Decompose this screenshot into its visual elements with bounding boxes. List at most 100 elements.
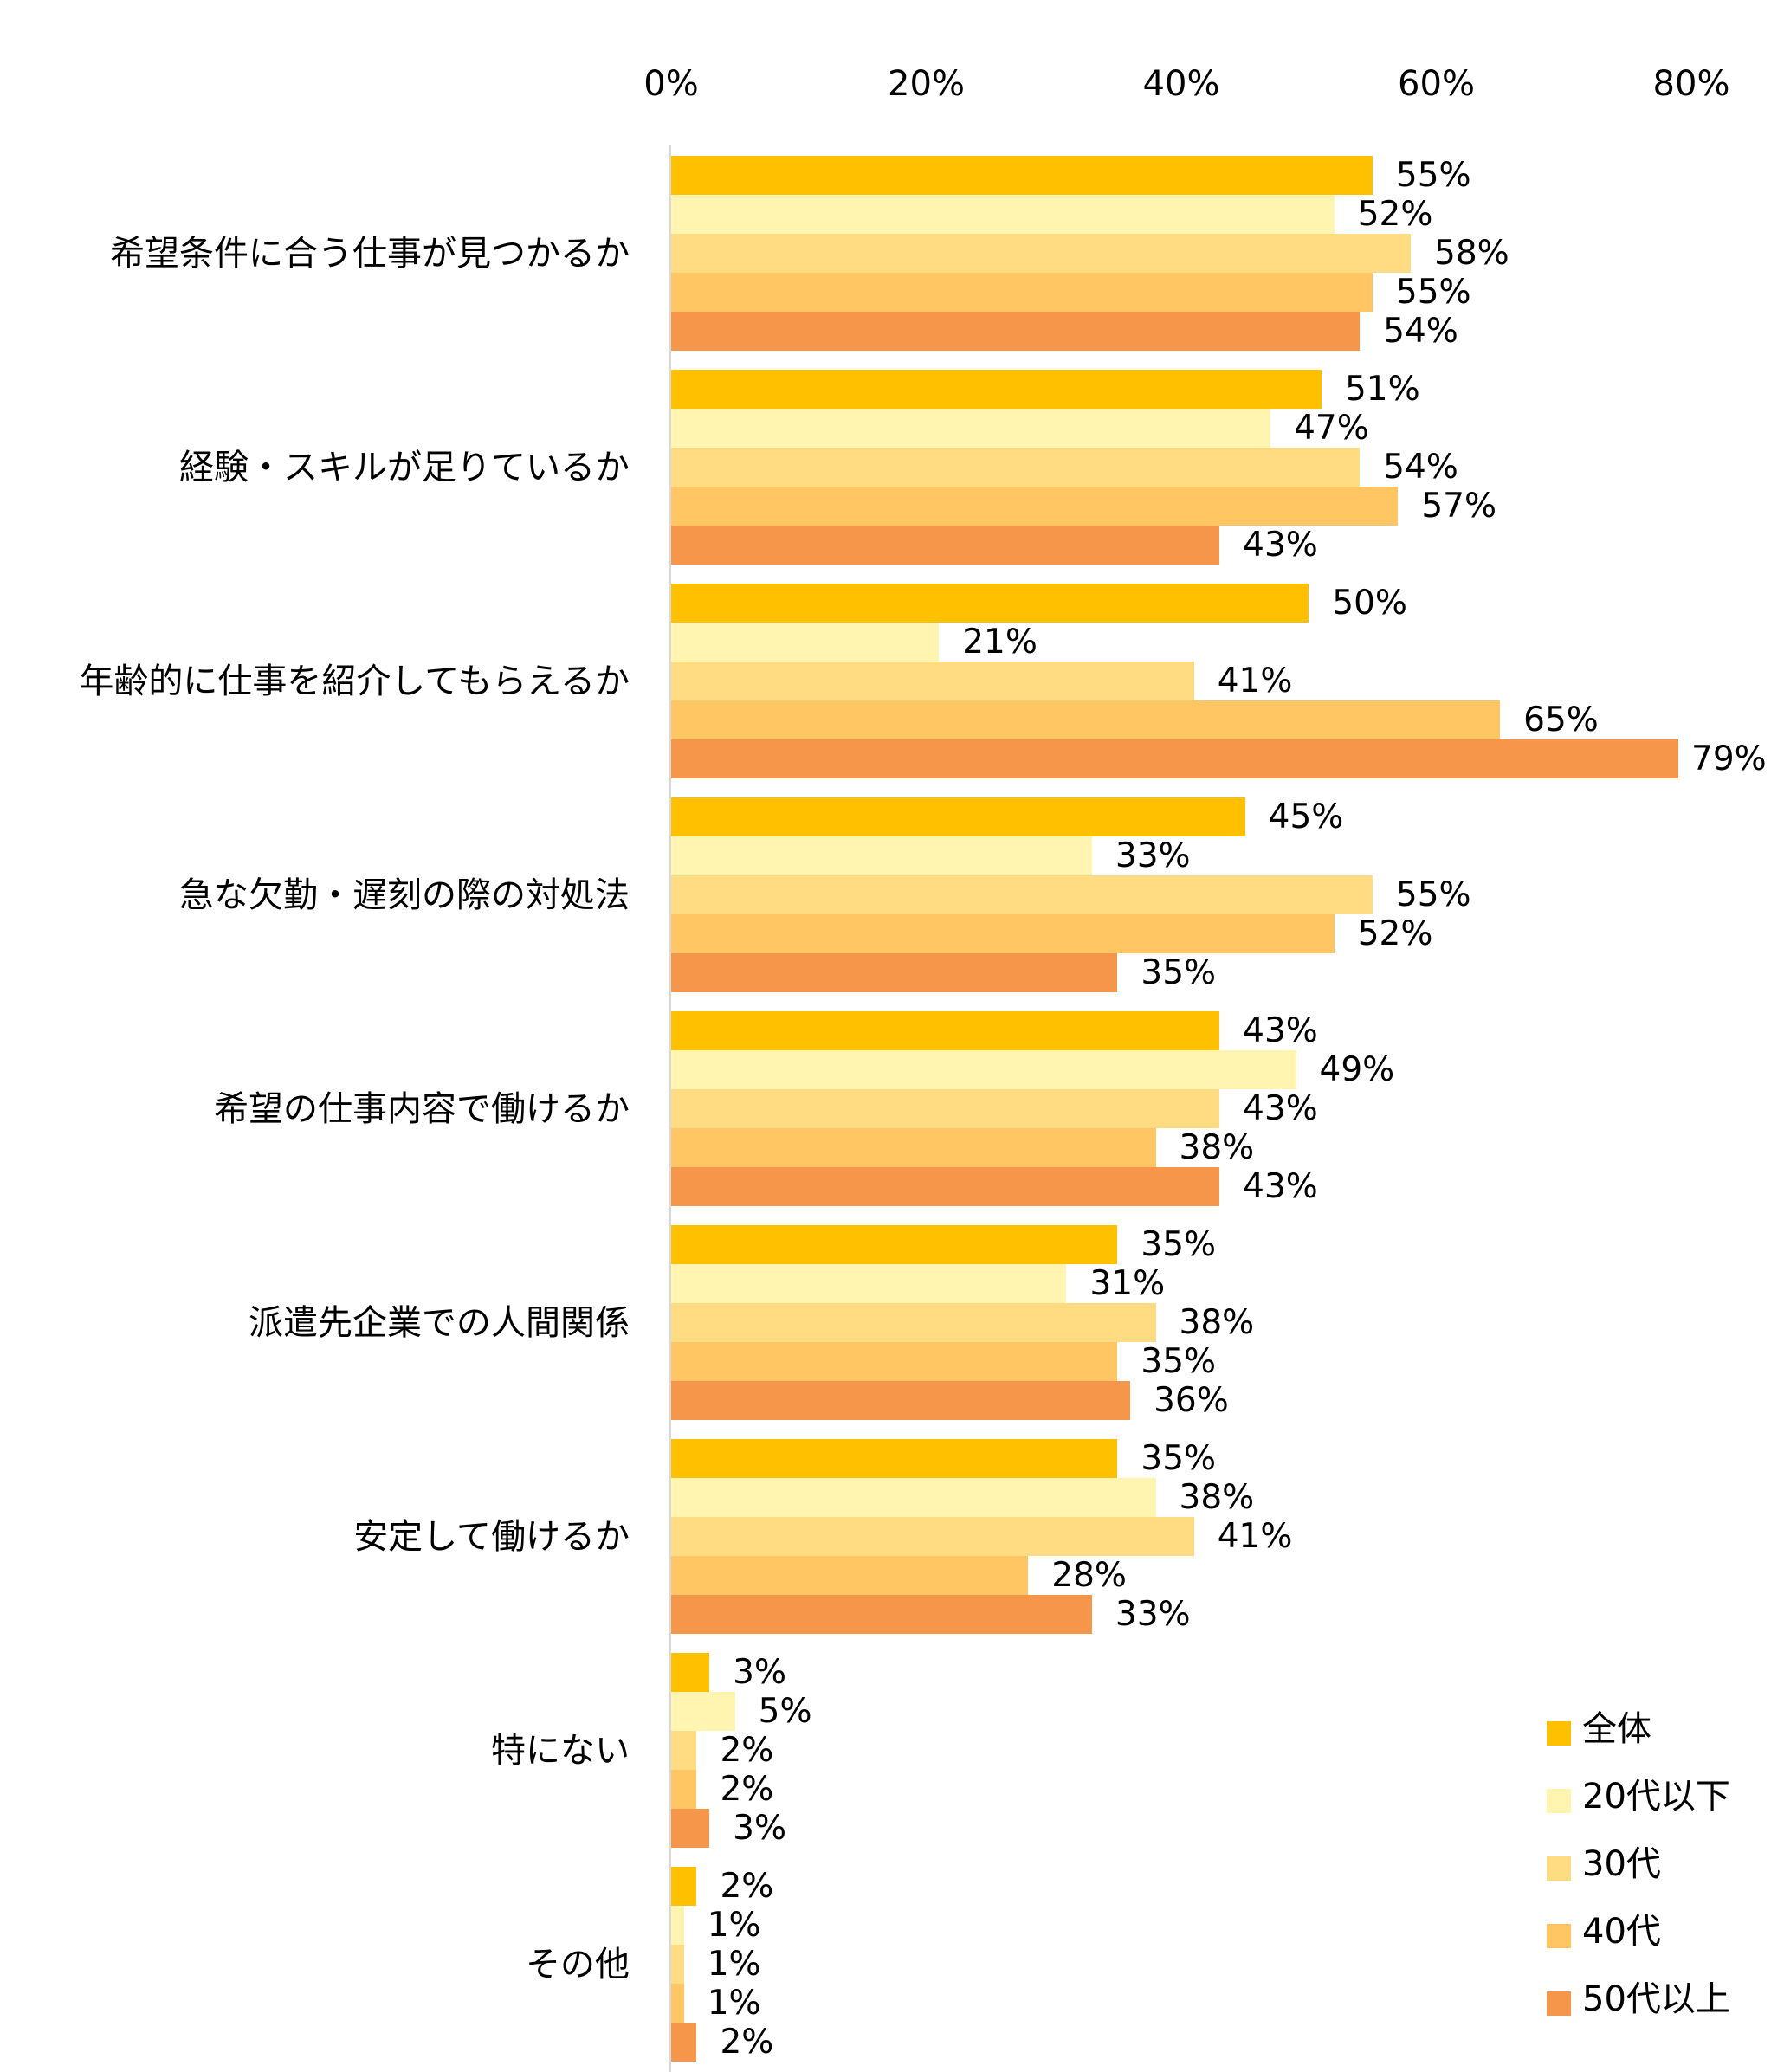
category-label: 年齢的に仕事を紹介してもらえるか xyxy=(79,661,630,701)
value-label: 1% xyxy=(707,1905,761,1945)
value-label: 2% xyxy=(720,1730,774,1770)
bar xyxy=(671,797,1245,836)
bar xyxy=(671,739,1679,778)
value-label: 43% xyxy=(1243,1088,1318,1128)
bar xyxy=(671,1809,710,1848)
bar xyxy=(671,1128,1156,1167)
value-label: 43% xyxy=(1243,1010,1318,1050)
bar xyxy=(671,1984,684,2023)
bar xyxy=(671,1225,1118,1264)
category-axis-line xyxy=(669,145,671,2072)
bar xyxy=(671,156,1373,195)
bar xyxy=(671,1653,710,1692)
value-label: 57% xyxy=(1421,486,1496,526)
bar xyxy=(671,1167,1220,1206)
x-tick-label: 80% xyxy=(1652,64,1730,104)
bar xyxy=(671,1050,1296,1089)
value-label: 58% xyxy=(1434,233,1509,273)
legend-label: 全体 xyxy=(1582,1709,1651,1749)
bar xyxy=(671,526,1220,565)
legend-label: 50代以上 xyxy=(1582,1979,1730,2019)
value-label: 35% xyxy=(1141,952,1217,992)
legend-label: 30代 xyxy=(1582,1844,1661,1884)
value-label: 28% xyxy=(1051,1555,1127,1595)
bar xyxy=(671,409,1271,448)
bar xyxy=(671,875,1373,914)
value-label: 21% xyxy=(962,622,1037,662)
legend-item-40s: 40代 xyxy=(1547,1912,1737,1952)
legend-label: 20代以下 xyxy=(1582,1777,1730,1817)
value-label: 52% xyxy=(1357,913,1433,953)
bar xyxy=(671,487,1399,526)
bar xyxy=(671,1478,1156,1517)
value-label: 55% xyxy=(1395,875,1471,914)
bar xyxy=(671,312,1361,351)
legend-item-20s-and-under: 20代以下 xyxy=(1547,1777,1737,1817)
value-label: 41% xyxy=(1217,661,1293,700)
value-label: 35% xyxy=(1141,1341,1217,1381)
bar xyxy=(671,1945,684,1984)
legend-item-50s-and-over: 50代以上 xyxy=(1547,1979,1737,2019)
bar xyxy=(671,914,1335,953)
value-label: 2% xyxy=(720,1866,774,1906)
value-label: 35% xyxy=(1141,1438,1217,1478)
x-tick-label: 0% xyxy=(643,64,699,104)
category-label: 希望の仕事内容で働けるか xyxy=(214,1088,630,1129)
legend-swatch-icon xyxy=(1547,1924,1571,1948)
value-label: 55% xyxy=(1395,155,1471,195)
value-label: 43% xyxy=(1243,525,1318,565)
x-tick-label: 20% xyxy=(888,64,965,104)
category-label: 経験・スキルが足りているか xyxy=(179,447,630,487)
value-label: 49% xyxy=(1319,1049,1395,1089)
bar xyxy=(671,1381,1131,1420)
value-label: 38% xyxy=(1179,1127,1255,1167)
value-label: 5% xyxy=(758,1691,812,1731)
value-label: 79% xyxy=(1691,739,1767,778)
value-label: 33% xyxy=(1115,1594,1191,1634)
bar xyxy=(671,1867,697,1906)
value-label: 47% xyxy=(1294,408,1369,448)
bar xyxy=(671,370,1322,409)
value-label: 31% xyxy=(1089,1263,1166,1303)
value-label: 1% xyxy=(707,1983,761,2023)
category-label: 特にない xyxy=(491,1730,630,1771)
value-label: 54% xyxy=(1383,311,1458,351)
bar xyxy=(671,1439,1118,1478)
bar xyxy=(671,2023,697,2062)
category-label: 希望条件に合う仕事が見つかるか xyxy=(110,233,630,274)
bar xyxy=(671,1595,1092,1634)
bar xyxy=(671,584,1309,623)
legend-item-all: 全体 xyxy=(1547,1709,1737,1749)
value-label: 54% xyxy=(1383,447,1458,487)
bar xyxy=(671,836,1092,875)
value-label: 38% xyxy=(1179,1477,1255,1517)
value-label: 2% xyxy=(720,1769,774,1809)
bar xyxy=(671,234,1412,273)
legend-swatch-icon xyxy=(1547,1991,1571,2016)
x-tick-label: 40% xyxy=(1142,64,1220,104)
legend-label: 40代 xyxy=(1582,1912,1661,1952)
bar xyxy=(671,1264,1067,1303)
value-label: 45% xyxy=(1268,797,1344,836)
value-label: 43% xyxy=(1243,1166,1318,1206)
category-label: 急な欠勤・遅刻の際の対処法 xyxy=(179,875,630,915)
bar xyxy=(671,700,1501,739)
category-label: その他 xyxy=(526,1944,630,1985)
legend-swatch-icon xyxy=(1547,1856,1571,1881)
bar xyxy=(671,1770,697,1809)
value-label: 51% xyxy=(1344,369,1420,409)
bar xyxy=(671,1089,1220,1128)
value-label: 36% xyxy=(1154,1380,1229,1420)
value-label: 55% xyxy=(1395,272,1471,312)
legend-swatch-icon xyxy=(1547,1721,1571,1746)
value-label: 65% xyxy=(1523,700,1599,739)
bar xyxy=(671,662,1194,700)
bar xyxy=(671,1342,1118,1381)
bar xyxy=(671,273,1373,312)
bar xyxy=(671,623,940,662)
category-label: 安定して働けるか xyxy=(353,1516,630,1557)
category-label: 派遣先企業での人間関係 xyxy=(249,1302,630,1343)
bar xyxy=(671,1556,1029,1595)
value-label: 1% xyxy=(707,1944,761,1984)
value-label: 2% xyxy=(720,2022,774,2062)
